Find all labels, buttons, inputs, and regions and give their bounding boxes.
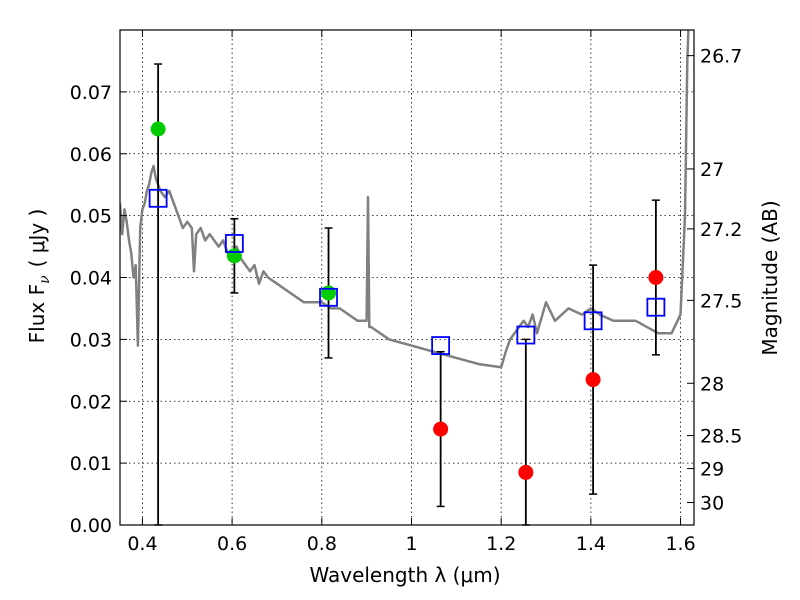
axis-ticks <box>120 30 694 526</box>
data-point <box>518 464 534 480</box>
y2-tick-label: 30 <box>700 493 724 515</box>
x-tick-label: 1 <box>405 533 417 555</box>
x-tick-labels: 0.4 0.6 0.8 1 1.2 1.4 1.6 <box>127 533 695 555</box>
data-point <box>321 285 337 301</box>
y2-tick-label: 27.5 <box>700 290 742 312</box>
model-point <box>224 234 244 253</box>
y-tick-label: 0.04 <box>70 268 112 290</box>
y2-tick-labels: 26.7 27 27.2 27.5 28 28.5 29 30 <box>700 46 742 515</box>
data-point <box>433 421 449 437</box>
y-tick-label: 0.00 <box>70 515 112 537</box>
y-tick-label: 0.03 <box>70 329 112 351</box>
y-axis-label-main: Flux F <box>25 284 49 343</box>
model-point <box>516 325 536 345</box>
data-point <box>585 372 601 388</box>
y-tick-label: 0.07 <box>70 82 112 104</box>
y-tick-label: 0.05 <box>70 206 112 228</box>
x-tick-label: 1.2 <box>486 533 516 555</box>
y2-tick-label: 26.7 <box>700 46 742 68</box>
y-tick-label: 0.02 <box>70 391 112 413</box>
y2-tick-label: 27.2 <box>700 219 742 241</box>
y2-axis-label: Magnitude (AB) <box>758 200 782 355</box>
data-point <box>648 270 664 285</box>
y2-tick-label: 28.5 <box>700 426 742 448</box>
x-tick-label: 0.8 <box>307 533 337 555</box>
y-tick-label: 0.01 <box>70 453 112 475</box>
data-point <box>226 248 242 264</box>
model-point <box>431 336 451 355</box>
x-tick-label: 1.4 <box>576 533 606 555</box>
y2-tick-label: 27 <box>700 159 724 181</box>
model-spectrum-line <box>120 30 690 369</box>
y-axis-label-unit: ( μJy ) <box>25 209 49 268</box>
data-point <box>150 121 166 137</box>
x-axis-label: Wavelength λ (μm) <box>309 563 500 587</box>
model-point <box>646 297 666 317</box>
x-tick-label: 0.4 <box>127 533 157 555</box>
model-point <box>319 287 338 307</box>
y-axis-label-subscript: ν <box>37 275 53 284</box>
x-tick-label: 0.6 <box>217 533 247 555</box>
data-markers <box>148 121 666 480</box>
plot-area <box>120 30 690 369</box>
model-point <box>148 188 168 208</box>
x-tick-label: 1.6 <box>665 533 695 555</box>
y-axis-label: Flux Fν ( μJy ) <box>25 209 53 344</box>
grid-lines <box>120 30 694 525</box>
y-tick-label: 0.06 <box>70 144 112 166</box>
y2-tick-label: 29 <box>700 459 724 481</box>
y2-tick-label: 28 <box>700 373 724 395</box>
model-point <box>583 311 603 331</box>
y-tick-labels: 0.00 0.01 0.02 0.03 0.04 0.05 0.06 0.07 <box>70 82 112 537</box>
